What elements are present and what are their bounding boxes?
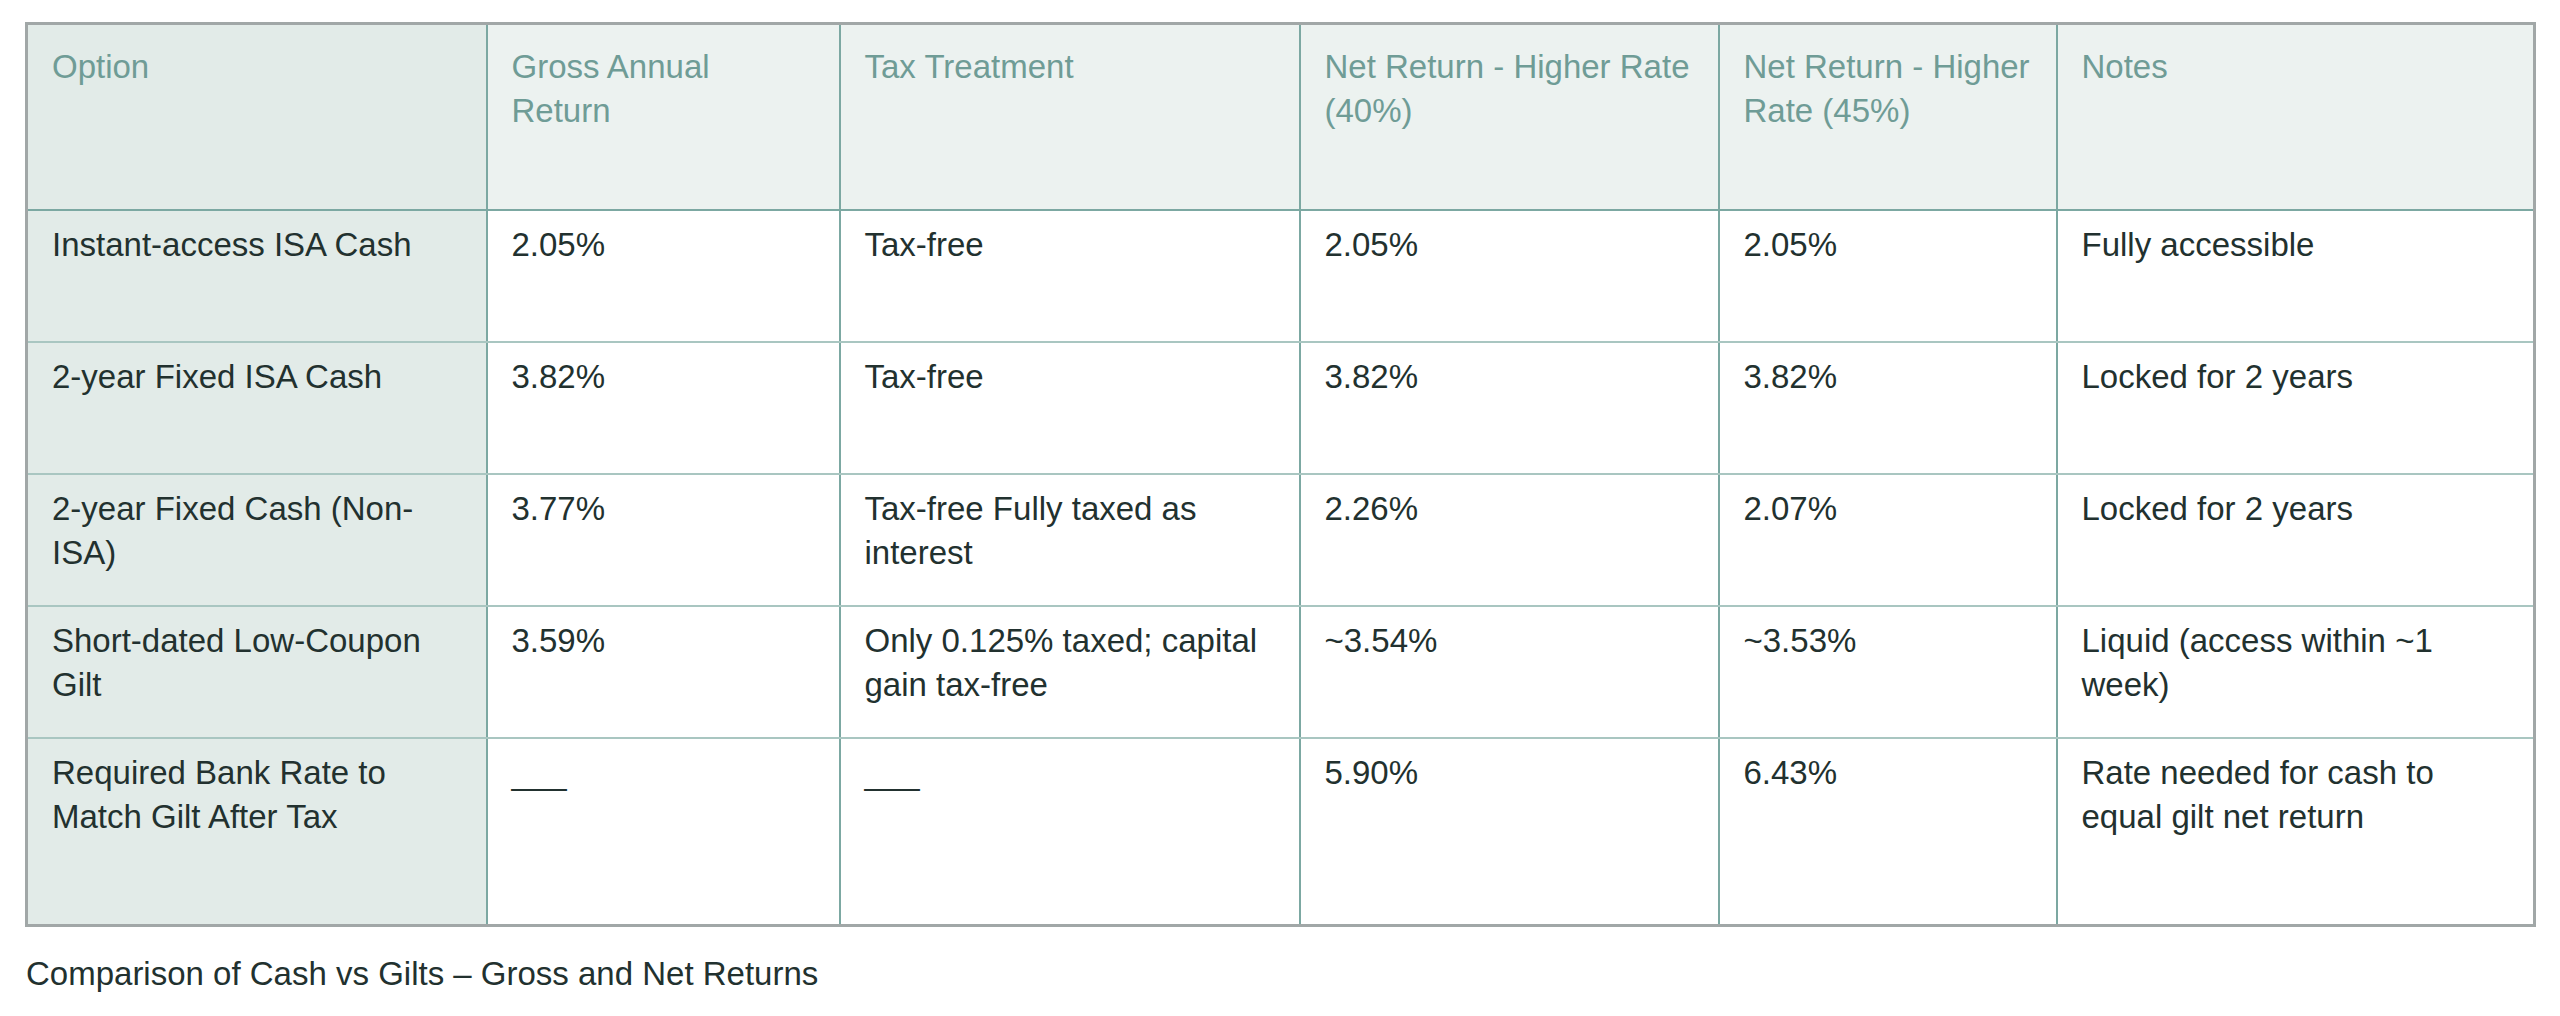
column-header-option: Option	[27, 24, 487, 210]
table-row-instant-access-isa: Instant-access ISA Cash 2.05% Tax-free 2…	[27, 210, 2535, 342]
table-row-short-dated-gilt: Short-dated Low-Coupon Gilt 3.59% Only 0…	[27, 606, 2535, 738]
cell-gross-return: 3.77%	[487, 474, 840, 606]
cell-net-return-45: ~3.53%	[1719, 606, 2057, 738]
cell-tax-treatment: Only 0.125% taxed; capital gain tax-free	[840, 606, 1300, 738]
cell-net-return-45: 6.43%	[1719, 738, 2057, 926]
column-header-net-return-40: Net Return - Higher Rate (40%)	[1300, 24, 1719, 210]
cell-net-return-45: 3.82%	[1719, 342, 2057, 474]
cell-net-return-40: 3.82%	[1300, 342, 1719, 474]
cell-option: Required Bank Rate to Match Gilt After T…	[27, 738, 487, 926]
cell-notes: Liquid (access within ~1 week)	[2057, 606, 2535, 738]
cell-notes: Rate needed for cash to equal gilt net r…	[2057, 738, 2535, 926]
table-row-2year-fixed-non-isa: 2-year Fixed Cash (Non-ISA) 3.77% Tax-fr…	[27, 474, 2535, 606]
column-header-gross-annual-return: Gross Annual Return	[487, 24, 840, 210]
table-row-2year-fixed-isa: 2-year Fixed ISA Cash 3.82% Tax-free 3.8…	[27, 342, 2535, 474]
cell-net-return-40: 2.26%	[1300, 474, 1719, 606]
cell-net-return-40: 5.90%	[1300, 738, 1719, 926]
table-row-required-bank-rate: Required Bank Rate to Match Gilt After T…	[27, 738, 2535, 926]
table-caption: Comparison of Cash vs Gilts – Gross and …	[26, 953, 2535, 995]
cell-tax-treatment: Tax-free	[840, 342, 1300, 474]
column-header-net-return-45: Net Return - Higher Rate (45%)	[1719, 24, 2057, 210]
cell-gross-return: ___	[487, 738, 840, 926]
cell-option: Short-dated Low-Coupon Gilt	[27, 606, 487, 738]
page: Option Gross Annual Return Tax Treatment…	[0, 0, 2560, 995]
cash-vs-gilts-table: Option Gross Annual Return Tax Treatment…	[25, 22, 2536, 927]
cell-net-return-40: 2.05%	[1300, 210, 1719, 342]
cell-option: Instant-access ISA Cash	[27, 210, 487, 342]
column-header-tax-treatment: Tax Treatment	[840, 24, 1300, 210]
cell-notes: Locked for 2 years	[2057, 474, 2535, 606]
cell-tax-treatment: ___	[840, 738, 1300, 926]
cell-option: 2-year Fixed Cash (Non-ISA)	[27, 474, 487, 606]
cell-tax-treatment: Tax-free Fully taxed as interest	[840, 474, 1300, 606]
cell-net-return-45: 2.05%	[1719, 210, 2057, 342]
column-header-notes: Notes	[2057, 24, 2535, 210]
header-row: Option Gross Annual Return Tax Treatment…	[27, 24, 2535, 210]
cell-gross-return: 2.05%	[487, 210, 840, 342]
cell-gross-return: 3.59%	[487, 606, 840, 738]
cell-notes: Fully accessible	[2057, 210, 2535, 342]
cell-notes: Locked for 2 years	[2057, 342, 2535, 474]
cell-tax-treatment: Tax-free	[840, 210, 1300, 342]
cell-net-return-45: 2.07%	[1719, 474, 2057, 606]
cell-net-return-40: ~3.54%	[1300, 606, 1719, 738]
cell-option: 2-year Fixed ISA Cash	[27, 342, 487, 474]
cell-gross-return: 3.82%	[487, 342, 840, 474]
